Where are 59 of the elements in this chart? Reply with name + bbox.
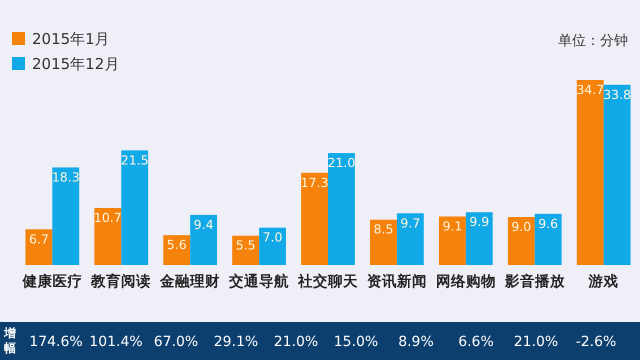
data-label: 9.0: [511, 219, 532, 234]
x-tick-label: 网络购物: [436, 273, 496, 290]
bar: [370, 220, 397, 265]
data-label: 34.7: [576, 82, 604, 97]
data-label: 9.1: [442, 218, 462, 234]
bar: [508, 217, 535, 265]
data-label: 5.6: [166, 237, 187, 252]
text: 增幅: [3, 326, 16, 355]
bar: [328, 153, 355, 265]
bar: [604, 84, 631, 265]
text: -2.6%: [576, 334, 616, 350]
bar: [396, 213, 424, 265]
data-label: 9.7: [400, 215, 420, 230]
text: 29.1%: [214, 334, 258, 350]
data-label: 5.5: [236, 238, 256, 253]
x-tick-label: 社交聊天: [297, 272, 358, 290]
data-label: 10.7: [94, 210, 122, 225]
data-label: 6.7: [28, 231, 49, 246]
bar: [25, 229, 52, 265]
x-tick-label: 健康医疗: [21, 272, 82, 290]
data-label: 7.0: [262, 230, 282, 245]
x-tick-label: 影音播放: [504, 272, 566, 290]
bar: [259, 228, 286, 265]
data-label: 21.0: [328, 155, 356, 170]
text: 21.0%: [274, 334, 318, 350]
data-label: 18.3: [52, 169, 80, 184]
bar: [466, 212, 493, 265]
bar: [190, 214, 218, 265]
bar: [163, 235, 190, 265]
data-label: 8.5: [374, 222, 394, 237]
data-label: 33.8: [603, 86, 632, 102]
text: 21.0%: [514, 334, 558, 350]
text: 8.9%: [398, 334, 434, 350]
bar: [576, 80, 604, 265]
text: 6.6%: [458, 334, 494, 350]
bar: [534, 214, 562, 265]
data-label: 9.9: [469, 214, 490, 230]
x-tick-label: 游戏: [588, 273, 619, 290]
data-label: 9.4: [194, 216, 214, 232]
text: 101.4%: [89, 334, 143, 350]
data-label: 21.5: [120, 152, 149, 168]
x-tick-label: 教育阅读: [90, 272, 152, 290]
x-tick-label: 金融理财: [159, 273, 220, 290]
data-label: 17.3: [300, 174, 328, 190]
legend-label: 2015年1月: [32, 30, 110, 48]
bar: [301, 172, 328, 265]
bar: [232, 236, 260, 265]
x-tick-label: 交通导航: [228, 272, 290, 290]
bar: [52, 167, 80, 265]
bar: [438, 216, 466, 265]
text: 67.0%: [154, 334, 198, 350]
legend-label: 2015年12月: [32, 55, 120, 73]
x-tick-label: 资讯新闻: [366, 272, 427, 290]
bar: [121, 150, 148, 265]
text: 174.6%: [29, 334, 83, 350]
text: 15.0%: [334, 334, 378, 350]
data-label: 9.6: [538, 216, 558, 231]
chart-subtitle: 单位：分钟: [558, 33, 628, 49]
bar: [94, 208, 122, 265]
